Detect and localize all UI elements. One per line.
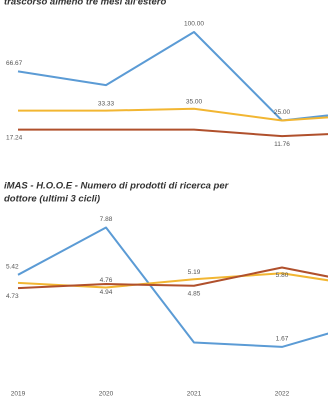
series-line bbox=[18, 107, 328, 122]
series-line bbox=[18, 128, 328, 138]
data-label: 4.73 bbox=[6, 293, 19, 300]
data-label: 4.94 bbox=[100, 289, 113, 296]
x-tick-label: 2019 bbox=[11, 391, 26, 398]
data-label: 100.00 bbox=[184, 21, 204, 28]
data-label: 66.67 bbox=[6, 60, 23, 67]
data-label: 5.42 bbox=[6, 264, 19, 271]
data-label: 5.80 bbox=[276, 272, 289, 279]
series-line bbox=[17, 266, 328, 290]
data-label: 4.76 bbox=[100, 277, 113, 284]
x-tick-label: 2021 bbox=[187, 391, 202, 398]
x-tick-label: 2020 bbox=[99, 391, 114, 398]
data-label: 7.88 bbox=[100, 216, 113, 223]
data-label: 25.00 bbox=[274, 109, 291, 116]
data-label: 4.85 bbox=[188, 290, 201, 297]
data-label: 1.67 bbox=[276, 336, 289, 343]
series-line bbox=[17, 226, 328, 348]
chart-title: trascorso almeno tre mesi all'estero bbox=[4, 0, 166, 8]
data-label: 5.19 bbox=[188, 269, 201, 276]
data-label: 35.00 bbox=[186, 98, 203, 105]
data-label: 17.24 bbox=[6, 134, 23, 141]
data-label: 11.76 bbox=[274, 141, 290, 148]
data-label: 33.33 bbox=[98, 100, 115, 107]
chart-title: dottore (ultimi 3 cicli) bbox=[4, 194, 100, 205]
series-line bbox=[17, 31, 328, 122]
x-tick-label: 2022 bbox=[275, 391, 290, 398]
chart-title: iMAS - H.O.O.E - Numero di prodotti di r… bbox=[4, 181, 230, 192]
